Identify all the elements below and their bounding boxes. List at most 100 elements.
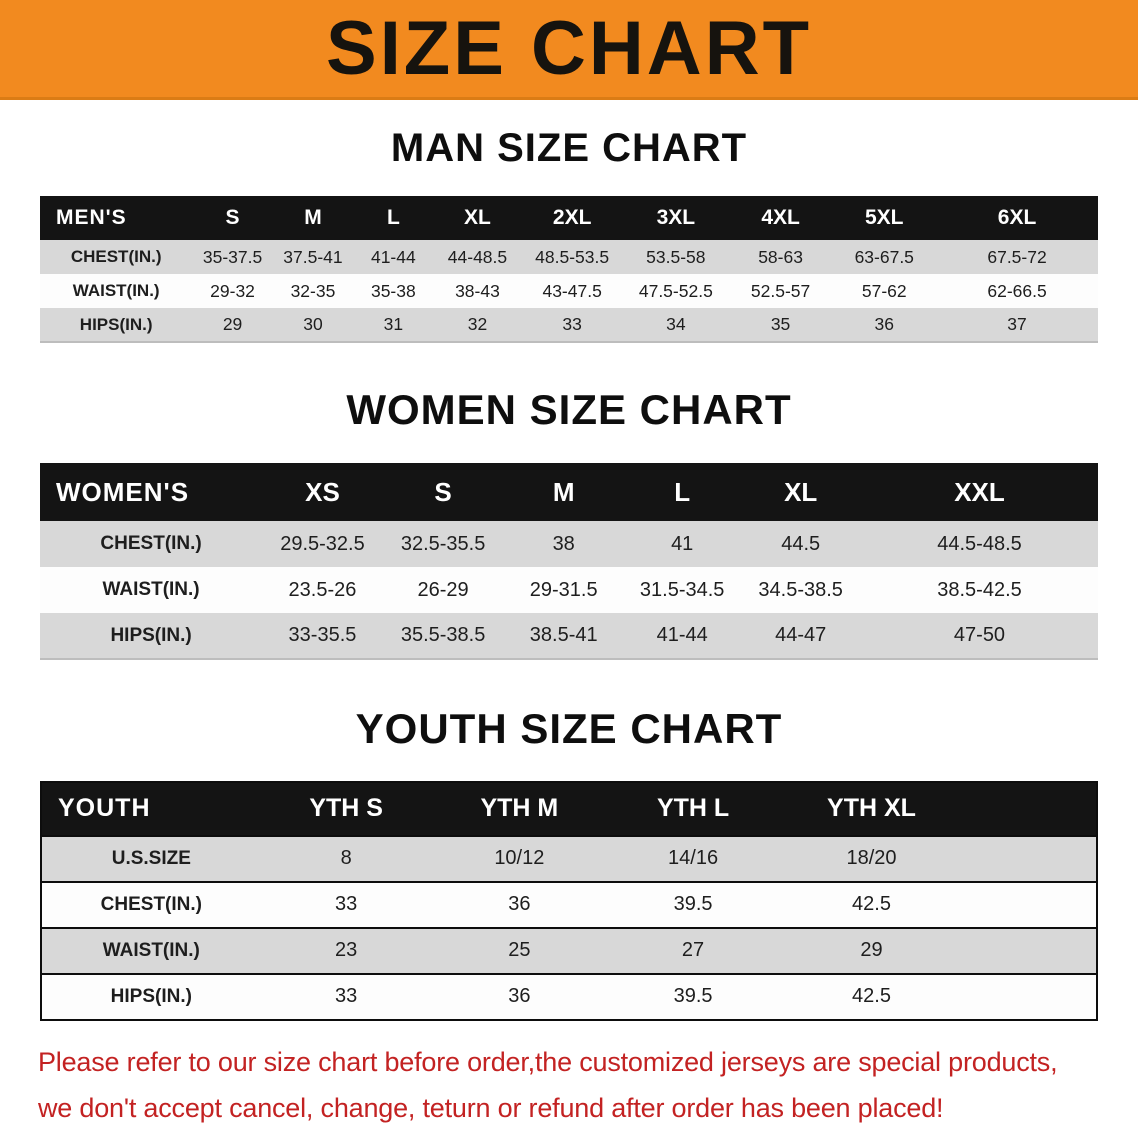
youth-table-title: YOUTH <box>41 781 261 836</box>
size-cell: 37 <box>936 308 1098 342</box>
size-cell: 42.5 <box>779 880 964 928</box>
size-cell: 23 <box>260 926 432 974</box>
men-col-m: M <box>272 196 354 240</box>
women-table-title: WOMEN'S <box>40 463 263 522</box>
men-size-table: MEN'S S M L XL 2XL 3XL 4XL 5XL 6XL CHEST… <box>40 196 1098 343</box>
order-notice: Please refer to our size chart before or… <box>38 1039 1100 1131</box>
banner: SIZE CHART <box>0 0 1138 100</box>
size-cell: 35-37.5 <box>192 240 273 274</box>
men-col-l: L <box>353 196 434 240</box>
size-cell: 25 <box>431 926 607 974</box>
size-cell: 35-38 <box>353 274 434 308</box>
women-col-xxl: XXL <box>860 463 1098 522</box>
size-cell: 34.5-38.5 <box>740 567 861 614</box>
size-cell: 38-43 <box>433 274 522 308</box>
men-hips-row: HIPS(IN.) 29 30 31 32 33 34 35 36 37 <box>40 308 1098 342</box>
size-cell: 33 <box>260 972 432 1020</box>
page-title: SIZE CHART <box>326 5 812 91</box>
men-header-row: MEN'S S M L XL 2XL 3XL 4XL 5XL 6XL <box>40 196 1098 240</box>
size-cell: 47-50 <box>860 613 1098 660</box>
size-cell: 32-35 <box>272 274 354 308</box>
size-cell: 30 <box>272 308 354 342</box>
spacer-cell <box>963 834 1097 882</box>
size-cell: 39.5 <box>606 972 780 1020</box>
size-cell: 62-66.5 <box>936 274 1098 308</box>
women-col-m: M <box>503 463 624 522</box>
row-label: HIPS(IN.) <box>41 972 261 1020</box>
size-cell: 23.5-26 <box>262 567 383 614</box>
row-label: HIPS(IN.) <box>40 308 193 342</box>
size-cell: 36 <box>431 972 607 1020</box>
youth-col-m: YTH M <box>431 781 607 836</box>
size-cell: 32 <box>433 308 522 342</box>
row-label: WAIST(IN.) <box>40 567 263 614</box>
size-cell: 33 <box>521 308 623 342</box>
size-cell: 57-62 <box>832 274 937 308</box>
size-cell: 34 <box>622 308 729 342</box>
youth-waist-row: WAIST(IN.) 23 25 27 29 <box>41 926 1097 974</box>
men-col-5xl: 5XL <box>832 196 937 240</box>
size-cell: 35.5-38.5 <box>382 613 504 660</box>
women-header-row: WOMEN'S XS S M L XL XXL <box>40 463 1098 522</box>
row-label: CHEST(IN.) <box>40 240 193 274</box>
youth-size-table: YOUTH YTH S YTH M YTH L YTH XL U.S.SIZE … <box>40 780 1098 1021</box>
women-hips-row: HIPS(IN.) 33-35.5 35.5-38.5 38.5-41 41-4… <box>40 613 1098 660</box>
row-label: CHEST(IN.) <box>40 521 263 568</box>
size-cell: 44-48.5 <box>433 240 522 274</box>
youth-hips-row: HIPS(IN.) 33 36 39.5 42.5 <box>41 972 1097 1020</box>
size-cell: 29-32 <box>192 274 273 308</box>
youth-header-row: YOUTH YTH S YTH M YTH L YTH XL <box>41 781 1097 836</box>
size-cell: 31 <box>353 308 434 342</box>
order-notice-line2: we don't accept cancel, change, teturn o… <box>38 1092 944 1123</box>
size-cell: 53.5-58 <box>622 240 729 274</box>
size-cell: 33 <box>260 880 432 928</box>
size-cell: 36 <box>832 308 937 342</box>
size-cell: 29 <box>779 926 964 974</box>
size-cell: 29-31.5 <box>503 567 624 614</box>
men-chest-row: CHEST(IN.) 35-37.5 37.5-41 41-44 44-48.5… <box>40 240 1098 274</box>
size-cell: 36 <box>431 880 607 928</box>
size-cell: 35 <box>728 308 833 342</box>
size-cell: 33-35.5 <box>262 613 383 660</box>
row-label: WAIST(IN.) <box>40 274 193 308</box>
size-cell: 41 <box>624 521 741 568</box>
order-notice-line1: Please refer to our size chart before or… <box>38 1046 1058 1077</box>
size-cell: 47.5-52.5 <box>622 274 729 308</box>
size-cell: 26-29 <box>382 567 504 614</box>
size-cell: 58-63 <box>728 240 833 274</box>
size-cell: 52.5-57 <box>728 274 833 308</box>
row-label: HIPS(IN.) <box>40 613 263 660</box>
row-label: WAIST(IN.) <box>41 926 261 974</box>
row-label: CHEST(IN.) <box>41 880 261 928</box>
women-section-heading: WOMEN SIZE CHART <box>346 386 792 433</box>
spacer-cell <box>963 972 1097 1020</box>
size-cell: 29.5-32.5 <box>262 521 383 568</box>
men-col-3xl: 3XL <box>622 196 729 240</box>
size-cell: 41-44 <box>353 240 434 274</box>
size-cell: 8 <box>260 834 432 882</box>
size-cell: 29 <box>192 308 273 342</box>
size-cell: 48.5-53.5 <box>521 240 623 274</box>
youth-section-heading: YOUTH SIZE CHART <box>355 705 783 753</box>
women-col-s: S <box>382 463 504 522</box>
men-col-xl: XL <box>433 196 522 240</box>
size-cell: 63-67.5 <box>832 240 937 274</box>
size-cell: 38.5-42.5 <box>860 567 1098 614</box>
size-cell: 14/16 <box>606 834 780 882</box>
size-cell: 39.5 <box>606 880 780 928</box>
size-cell: 10/12 <box>431 834 607 882</box>
size-cell: 67.5-72 <box>936 240 1098 274</box>
youth-col-xl: YTH XL <box>779 781 964 836</box>
size-cell: 37.5-41 <box>272 240 354 274</box>
man-section-heading: MAN SIZE CHART <box>390 126 748 170</box>
men-waist-row: WAIST(IN.) 29-32 32-35 35-38 38-43 43-47… <box>40 274 1098 308</box>
women-col-xl: XL <box>740 463 861 522</box>
men-col-2xl: 2XL <box>521 196 623 240</box>
men-col-6xl: 6XL <box>936 196 1098 240</box>
youth-ussize-row: U.S.SIZE 8 10/12 14/16 18/20 <box>41 834 1097 882</box>
size-cell: 44.5 <box>740 521 861 568</box>
youth-chest-row: CHEST(IN.) 33 36 39.5 42.5 <box>41 880 1097 928</box>
size-cell: 18/20 <box>779 834 964 882</box>
size-cell: 42.5 <box>779 972 964 1020</box>
